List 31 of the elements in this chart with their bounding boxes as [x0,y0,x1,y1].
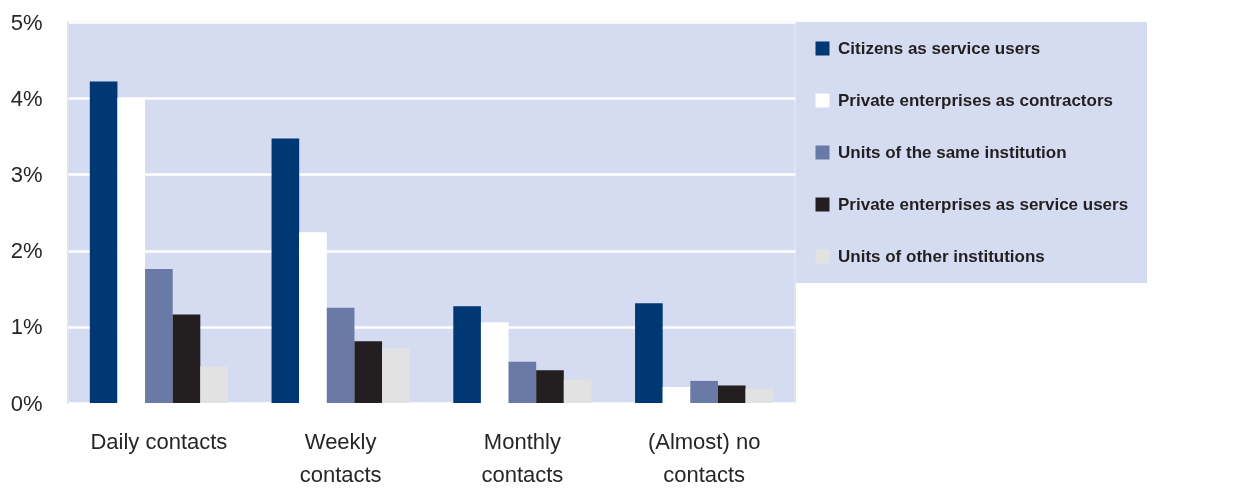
bar [717,385,746,403]
y-tick-label: 3% [10,161,43,187]
bar [563,379,592,403]
bar [382,348,410,403]
y-tick-label: 2% [10,238,43,264]
bar [635,303,663,403]
bar [172,314,201,403]
bar [89,81,118,403]
x-tick-label: (Almost) no contacts [647,428,761,487]
bar [690,380,718,403]
legend-label: Citizens as service users [838,38,1041,58]
bar [271,138,300,403]
bar [145,268,173,403]
bar [453,306,481,403]
bar [508,361,537,403]
legend-label: Units of the same institution [838,142,1067,162]
x-tick-label: Daily contacts [90,428,228,454]
x-tick-label: Monthly contacts [481,428,564,487]
bar [326,307,355,403]
legend-label: Private enterprises as service users [838,194,1129,214]
y-tick-label: 4% [10,85,43,111]
x-tick-label: Weekly contacts [299,428,382,487]
bar [354,341,383,403]
bar [745,388,774,403]
bar [200,366,228,403]
legend-label: Units of other institutions [838,246,1045,266]
y-tick-label: 1% [10,314,43,340]
y-tick-label: 0% [10,390,43,416]
y-tick-label: 5% [10,9,43,35]
legend-label: Private enterprises as contractors [838,90,1113,110]
bar [536,370,564,403]
